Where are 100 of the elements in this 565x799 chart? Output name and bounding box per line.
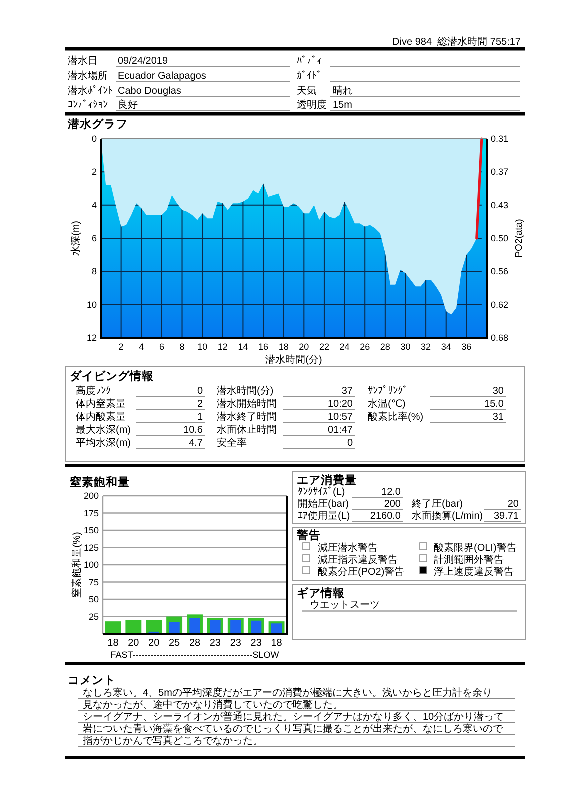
text: ｶﾞｲﾄﾞ: [297, 70, 322, 82]
text: ﾊﾞﾃﾞｨ: [297, 55, 322, 67]
text: 31: [492, 412, 504, 423]
text: 体内窒素量: [76, 398, 126, 410]
text: ｺﾝﾃﾞｨｼｮﾝ: [68, 99, 108, 111]
text: 39.71: [494, 511, 520, 522]
text: 潜水ﾎﾟｲﾝﾄ: [68, 85, 113, 97]
y-axis-title: 水深(m): [70, 221, 82, 256]
text: 見なかったが、途中でかなり消費していたので吃驚した。: [83, 699, 343, 711]
data-label: 23: [250, 638, 262, 649]
text: 安全率: [217, 437, 247, 449]
bar: [210, 620, 221, 634]
text: 平均水深(m): [76, 437, 131, 449]
text: 0: [197, 386, 204, 397]
y2-tick-label: 0.43: [491, 200, 509, 210]
y-tick-label: 125: [84, 542, 99, 553]
y-tick-label: 0: [92, 134, 97, 144]
chart-title: 潜水グラフ: [67, 117, 128, 131]
y-tick-label: 175: [84, 508, 99, 518]
y2-tick-label: 0.50: [491, 234, 509, 244]
text: 2: [197, 399, 204, 410]
bar: [126, 620, 142, 634]
data-label: 18: [271, 638, 283, 649]
text: 警告: [296, 528, 321, 542]
text: 総潜水時間 755:17: [436, 36, 522, 48]
text: Cabo Douglas: [118, 86, 182, 97]
data-label: 28: [189, 638, 201, 649]
y-tick-label: 150: [84, 526, 99, 536]
text: 最大水深(m): [76, 424, 131, 436]
text: 指がかじかんで写真どころでなかった。: [82, 735, 263, 747]
chart-title: 窒素飽和量: [70, 475, 130, 489]
text: 10:57: [328, 412, 354, 423]
bar: [146, 620, 162, 634]
category-label: 減圧指示違反警告: [318, 554, 398, 566]
x-tick-label: 2: [118, 342, 124, 352]
data-label: 25: [168, 638, 181, 649]
text: 高度ﾗﾝｸ: [76, 385, 111, 397]
text: 09/24/2019: [118, 56, 168, 67]
text: 酸素比率(%): [368, 411, 424, 423]
x-tick-label: 28: [380, 342, 390, 352]
text: 15m: [333, 100, 352, 111]
text: 1: [197, 412, 204, 423]
text: 15.0: [484, 399, 504, 410]
y-tick-label: 75: [88, 577, 99, 588]
y-tick-label: 25: [88, 612, 99, 622]
x-tick-label: 4: [139, 342, 144, 352]
text: 水温(℃): [368, 398, 406, 410]
x-tick-label: 22: [319, 342, 330, 352]
category-label: 酸素限界(OLI)警告: [434, 542, 517, 554]
data-label: 23: [210, 638, 222, 649]
text: 開始圧(bar): [298, 499, 350, 510]
text: ダイビング情報: [70, 369, 155, 383]
text: ｻﾝﾌﾟﾘﾝｸﾞ: [368, 385, 408, 397]
text: 200: [384, 499, 402, 510]
category-label: 減圧潜水警告: [318, 542, 378, 554]
text: 晴れ: [333, 85, 353, 97]
x-axis-title: 潜水時間(分): [266, 354, 322, 366]
bar: [251, 620, 262, 634]
x-tick-label: 8: [180, 342, 185, 352]
y2-tick-label: 0.56: [491, 266, 509, 277]
text: 0: [347, 438, 354, 449]
text: ﾀﾝｸｻｲｽﾞ(L): [298, 486, 346, 498]
x-tick-label: 32: [421, 342, 432, 352]
category-label: 酸素分圧(PO2)警告: [318, 566, 405, 578]
y2-tick-label: 0.62: [491, 300, 509, 310]
x-tick-label: 34: [441, 342, 452, 352]
text: Dive 984: [392, 37, 432, 48]
text: 透明度: [297, 99, 327, 111]
text: 37: [342, 386, 354, 397]
text: 20: [508, 499, 520, 510]
y-tick-label: 10: [86, 300, 97, 310]
text: 4.7: [189, 438, 204, 449]
x-tick-label: 12: [218, 342, 228, 352]
y-tick-label: 200: [84, 491, 99, 501]
text: ｴｱ使用量(L): [298, 511, 350, 522]
text: ギア情報: [297, 586, 346, 600]
y-tick-label: 50: [88, 594, 99, 604]
text: 潜水日: [68, 55, 98, 67]
data-label: 20: [148, 638, 160, 649]
x-tick-label: 26: [360, 342, 370, 352]
y2-tick-label: 0.68: [491, 333, 509, 343]
text: 終了圧(bar): [411, 498, 464, 510]
text: 潜水場所: [68, 70, 108, 82]
text: 2160.0: [370, 511, 402, 522]
bar: [105, 622, 122, 634]
text: Ecuador Galapagos: [118, 71, 206, 82]
text: 12.0: [382, 487, 402, 498]
x-tick-label: 10: [198, 342, 208, 352]
bar: [230, 620, 242, 634]
category-label: 浮上速度違反警告: [434, 566, 514, 578]
y-tick-label: 8: [92, 266, 97, 277]
bar: [271, 624, 282, 634]
bar: [190, 618, 200, 634]
x-tick-label: 18: [278, 342, 289, 352]
text: シーイグアナ、シーライオンが普通に見れた。シーイグアナはかなり多く、10分ばかり潜って: [83, 711, 504, 723]
data-label: 23: [230, 638, 242, 649]
bar: [169, 622, 180, 634]
y-tick-label: 4: [92, 200, 97, 210]
text: ウエットスーツ: [310, 600, 380, 611]
category-label: 計測範囲外警告: [434, 554, 504, 566]
